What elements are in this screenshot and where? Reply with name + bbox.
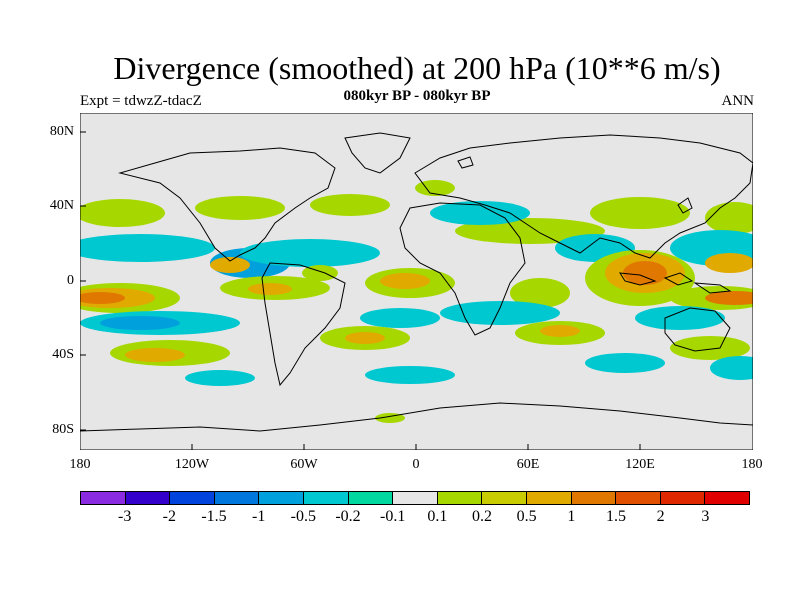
colorbar-label: 3 bbox=[701, 508, 710, 525]
colorbar-swatch bbox=[437, 492, 483, 504]
colorbar-swatch bbox=[482, 492, 527, 504]
colorbar-swatch bbox=[259, 492, 304, 504]
lon-label-0: 0 bbox=[412, 457, 420, 472]
colorbar-swatch bbox=[125, 492, 171, 504]
colorbar-swatch bbox=[348, 492, 394, 504]
lat-label-40s: 40S bbox=[52, 347, 74, 362]
lat-label-80s: 80S bbox=[52, 422, 74, 437]
lat-label-0: 0 bbox=[67, 273, 74, 288]
colorbar-swatch bbox=[571, 492, 617, 504]
field-contours bbox=[80, 180, 753, 423]
lat-label-80n: 80N bbox=[49, 124, 74, 139]
axis-ticks bbox=[80, 131, 641, 450]
colorbar-label: -1.5 bbox=[201, 508, 227, 525]
colorbar-swatch bbox=[705, 492, 749, 504]
colorbar-label: 0.2 bbox=[472, 508, 492, 525]
chart-subtitle: 080kyr BP - 080kyr BP bbox=[343, 88, 491, 104]
lon-label-180e: 180 bbox=[741, 457, 763, 472]
coastlines bbox=[80, 132, 753, 432]
period-label: ANN bbox=[721, 93, 755, 109]
colorbar-label: 0.1 bbox=[427, 508, 448, 525]
colorbar-swatch bbox=[393, 492, 438, 504]
lon-label-60w: 60W bbox=[290, 457, 318, 472]
colorbar-label: -0.5 bbox=[290, 508, 316, 525]
lon-label-180w: 180 bbox=[69, 457, 91, 472]
lat-label-40n: 40N bbox=[49, 198, 74, 213]
colorbar-swatch bbox=[526, 492, 572, 504]
lon-label-60e: 60E bbox=[516, 457, 540, 472]
colorbar-swatch bbox=[214, 492, 260, 504]
colorbar-label: 0.5 bbox=[516, 508, 537, 525]
colorbar-label: -3 bbox=[117, 508, 132, 525]
colorbar-label: 1 bbox=[567, 508, 576, 525]
colorbar-swatch bbox=[660, 492, 706, 504]
lon-label-120e: 120E bbox=[625, 457, 655, 472]
colorbar bbox=[80, 491, 750, 505]
colorbar-swatch bbox=[81, 492, 126, 504]
colorbar-swatch bbox=[303, 492, 349, 504]
divergence-map bbox=[80, 113, 753, 450]
colorbar-swatch bbox=[170, 492, 215, 504]
colorbar-label: -0.1 bbox=[379, 508, 406, 525]
colorbar-label: -2 bbox=[162, 508, 176, 525]
colorbar-label: 1.5 bbox=[606, 508, 626, 525]
experiment-label: Expt = tdwzZ-tdacZ bbox=[80, 93, 202, 109]
lon-label-120w: 120W bbox=[174, 457, 210, 472]
colorbar-swatch bbox=[616, 492, 661, 504]
colorbar-label: -0.2 bbox=[335, 508, 361, 525]
colorbar-label: -1 bbox=[251, 508, 266, 525]
chart-title: Divergence (smoothed) at 200 hPa (10**6 … bbox=[113, 50, 721, 86]
colorbar-label: 2 bbox=[656, 508, 665, 525]
